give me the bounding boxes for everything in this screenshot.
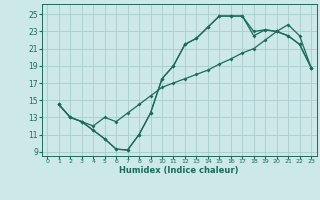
X-axis label: Humidex (Indice chaleur): Humidex (Indice chaleur): [119, 166, 239, 175]
